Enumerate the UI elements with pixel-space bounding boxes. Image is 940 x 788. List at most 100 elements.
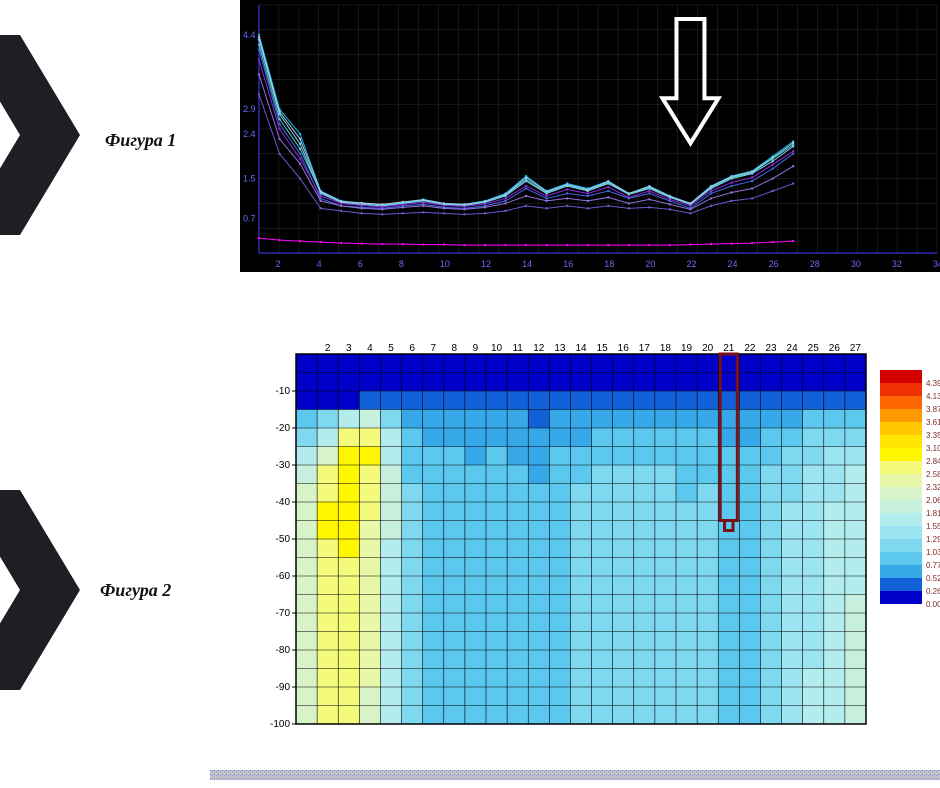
divider-strip xyxy=(210,770,940,780)
legend-swatch xyxy=(880,526,922,539)
legend-swatch xyxy=(880,539,922,552)
chart1-xtick: 24 xyxy=(728,259,738,269)
legend-value: 2.58 xyxy=(926,470,940,479)
legend-swatch xyxy=(880,461,922,474)
legend-value: 1.29 xyxy=(926,535,940,544)
chart2-xtick: 22 xyxy=(744,343,756,354)
chart2-xtick: 10 xyxy=(491,343,503,354)
chart2-svg: 2345678910111213141516171819202122232425… xyxy=(248,340,938,740)
chart2-xtick: 19 xyxy=(681,343,693,354)
chart2-xtick: 11 xyxy=(512,343,523,354)
legend-swatch xyxy=(880,500,922,513)
chart1-ytick: 1.5 xyxy=(243,174,256,184)
legend-value: 1.55 xyxy=(926,522,940,531)
chart1-xtick: 12 xyxy=(481,259,491,269)
chart1-xtick: 28 xyxy=(810,259,820,269)
legend-swatch xyxy=(880,565,922,578)
fig2-label: Фигура 2 xyxy=(100,580,171,601)
legend-swatch xyxy=(880,591,922,604)
legend-swatch xyxy=(880,474,922,487)
legend-swatch xyxy=(880,396,922,409)
legend-value: 0.52 xyxy=(926,574,940,583)
page: Фигура 1 0.71.52.42.94.42468101214161820… xyxy=(0,0,940,788)
legend-swatch xyxy=(880,487,922,500)
chart2-xtick: 17 xyxy=(639,343,651,354)
legend-value: 3.35 xyxy=(926,431,940,440)
chart2-ytick: -60 xyxy=(276,571,291,582)
legend-value: 0.77 xyxy=(926,561,940,570)
chart1-xtick: 20 xyxy=(645,259,655,269)
chart1-xtick: 4 xyxy=(317,259,322,269)
chevron-icon xyxy=(0,490,80,690)
fig1-label: Фигура 1 xyxy=(105,130,176,151)
legend-value: 0.00 xyxy=(926,600,940,609)
legend-value: 1.81 xyxy=(926,509,940,518)
chart2-xtick: 18 xyxy=(660,343,672,354)
legend-swatch xyxy=(880,513,922,526)
chart2-xtick: 4 xyxy=(367,343,373,354)
legend-swatch xyxy=(880,448,922,461)
chart2-xtick: 20 xyxy=(702,343,714,354)
chart2-xtick: 27 xyxy=(850,343,862,354)
chart1: 0.71.52.42.94.42468101214161820222426283… xyxy=(240,0,940,272)
chevron-poly2 xyxy=(0,490,80,690)
chart2-xtick: 23 xyxy=(765,343,777,354)
chart1-xtick: 22 xyxy=(686,259,696,269)
chart2-xtick: 5 xyxy=(388,343,394,354)
chart1-xtick: 10 xyxy=(440,259,450,269)
chart2-xtick: 7 xyxy=(430,343,436,354)
chart1-xtick: 14 xyxy=(522,259,532,269)
chart2-xtick: 24 xyxy=(787,343,799,354)
chart2-xtick: 26 xyxy=(829,343,841,354)
legend-value: 4.13 xyxy=(926,392,940,401)
chart2-ytick: -40 xyxy=(276,497,291,508)
chart1-xtick: 18 xyxy=(604,259,614,269)
chart2-ytick: -30 xyxy=(276,460,291,471)
chart1-xtick: 34 xyxy=(933,259,940,269)
legend-swatch xyxy=(880,370,922,383)
legend-value: 4.39 xyxy=(926,379,940,388)
chart1-xtick: 16 xyxy=(563,259,573,269)
legend-value: 1.03 xyxy=(926,548,940,557)
chart1-ytick: 0.7 xyxy=(243,213,256,223)
chart1-xtick: 2 xyxy=(276,259,281,269)
chart2-xtick: 14 xyxy=(575,343,587,354)
legend-value: 0.26 xyxy=(926,587,940,596)
chart2-xtick: 25 xyxy=(808,343,820,354)
chart2-xtick: 15 xyxy=(597,343,609,354)
chevron-fig1 xyxy=(0,35,80,235)
legend-value: 2.32 xyxy=(926,483,940,492)
colorbar: 4.394.133.873.613.353.102.842.582.322.06… xyxy=(880,370,922,604)
legend-swatch xyxy=(880,578,922,591)
chart1-xtick: 6 xyxy=(358,259,363,269)
chevron-icon xyxy=(0,35,80,235)
chart2-ytick: -70 xyxy=(276,608,291,619)
chart2-xtick: 21 xyxy=(723,343,735,354)
chart1-xtick: 8 xyxy=(399,259,404,269)
chart2-xtick: 12 xyxy=(533,343,545,354)
legend-swatch xyxy=(880,435,922,448)
legend-swatch xyxy=(880,383,922,396)
chart2: 2345678910111213141516171819202122232425… xyxy=(248,340,938,780)
chart1-xtick: 26 xyxy=(769,259,779,269)
chevron-fig2 xyxy=(0,490,80,690)
chart2-xtick: 2 xyxy=(325,343,331,354)
chart2-ytick: -10 xyxy=(276,386,291,397)
chevron-poly1 xyxy=(0,35,80,235)
chart1-ytick: 2.4 xyxy=(243,129,256,139)
chart2-xtick: 9 xyxy=(473,343,479,354)
chart1-ytick: 4.4 xyxy=(243,30,256,40)
chart1-xtick: 32 xyxy=(892,259,902,269)
legend-value: 2.06 xyxy=(926,496,940,505)
chart1-svg: 0.71.52.42.94.42468101214161820222426283… xyxy=(241,1,940,271)
legend-value: 3.10 xyxy=(926,444,940,453)
legend-value: 3.61 xyxy=(926,418,940,427)
legend-swatch xyxy=(880,409,922,422)
chart2-ytick: -100 xyxy=(270,719,290,730)
chart2-ytick: -90 xyxy=(276,682,291,693)
chart2-ytick: -80 xyxy=(276,645,291,656)
chart2-xtick: 16 xyxy=(618,343,630,354)
chart2-ytick: -50 xyxy=(276,534,291,545)
legend-value: 2.84 xyxy=(926,457,940,466)
legend-value: 3.87 xyxy=(926,405,940,414)
